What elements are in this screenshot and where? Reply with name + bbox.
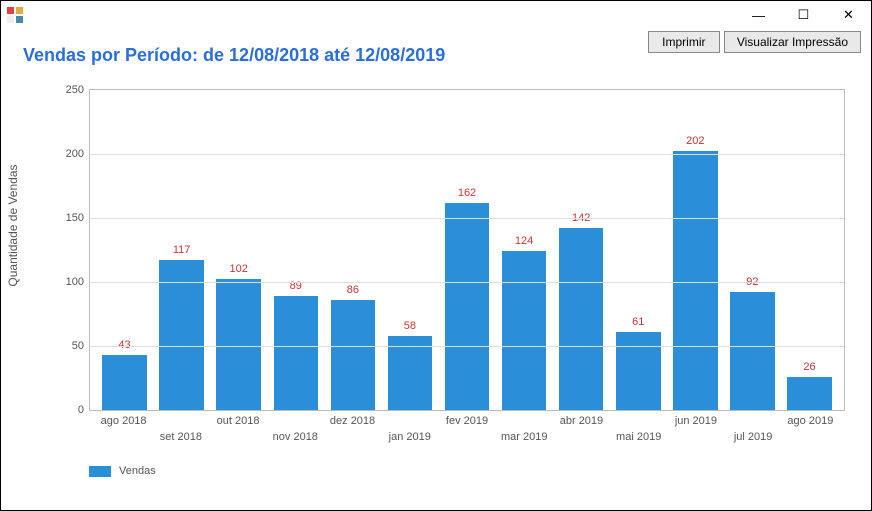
bar-slot: 124 <box>496 90 553 410</box>
window-titlebar: — ☐ ✕ <box>1 1 871 29</box>
print-button[interactable]: Imprimir <box>648 31 720 53</box>
x-axis-labels: ago 2018 set 2018 out 2018 nov 2018 dez 2018… <box>89 413 845 453</box>
x-tick-label: jan 2019 <box>389 431 431 443</box>
x-tick-label: mai 2019 <box>616 431 661 443</box>
bar-slot: 61 <box>610 90 667 410</box>
x-tick-label: fev 2019 <box>446 415 488 427</box>
y-tick-label: 200 <box>66 148 90 160</box>
bar-slot: 86 <box>324 90 381 410</box>
x-tick-label: out 2018 <box>217 415 260 427</box>
bar-slot: 102 <box>210 90 267 410</box>
bar: 102 <box>216 279 261 410</box>
bar-slot: 58 <box>381 90 438 410</box>
y-tick-label: 150 <box>66 212 90 224</box>
bar-slot: 92 <box>724 90 781 410</box>
bar-slot: 162 <box>438 90 495 410</box>
x-tick-label: ago 2018 <box>101 415 147 427</box>
bar: 89 <box>274 296 319 410</box>
x-tick-label: set 2018 <box>160 431 202 443</box>
y-tick-label: 250 <box>66 84 90 96</box>
sales-chart: Quantidade de Vendas 4311710289865816212… <box>19 79 855 497</box>
x-tick-label: jun 2019 <box>675 415 717 427</box>
chart-legend: Vendas <box>89 465 156 477</box>
grid-line <box>90 282 844 283</box>
close-button[interactable]: ✕ <box>826 1 871 29</box>
bar-slot: 26 <box>781 90 838 410</box>
y-tick-label: 100 <box>66 276 90 288</box>
minimize-button[interactable]: — <box>736 1 781 29</box>
bar: 162 <box>445 203 490 410</box>
bar-slot: 43 <box>96 90 153 410</box>
grid-line <box>90 154 844 155</box>
y-axis-label: Quantidade de Vendas <box>6 164 20 286</box>
bar-slot: 117 <box>153 90 210 410</box>
chart-bars: 43117102898658162124142612029226 <box>90 90 844 410</box>
x-tick-label: jul 2019 <box>734 431 773 443</box>
bar-value-label: 102 <box>230 263 248 275</box>
bar-value-label: 86 <box>347 284 359 296</box>
bar: 202 <box>673 151 718 410</box>
x-tick-label: ago 2019 <box>787 415 833 427</box>
legend-label: Vendas <box>119 465 156 477</box>
grid-line <box>90 218 844 219</box>
bar: 92 <box>730 292 775 410</box>
bar-slot: 142 <box>553 90 610 410</box>
bar-value-label: 162 <box>458 187 476 199</box>
window-controls: — ☐ ✕ <box>736 1 871 29</box>
print-preview-button[interactable]: Visualizar Impressão <box>724 31 861 53</box>
grid-line <box>90 346 844 347</box>
x-tick-label: nov 2018 <box>273 431 318 443</box>
bar-slot: 89 <box>267 90 324 410</box>
bar: 26 <box>787 377 832 410</box>
y-tick-label: 50 <box>72 340 90 352</box>
page-title: Vendas por Período: de 12/08/2018 até 12… <box>1 43 445 72</box>
x-tick-label: abr 2019 <box>560 415 603 427</box>
bar: 43 <box>102 355 147 410</box>
bar-value-label: 202 <box>686 135 704 147</box>
legend-swatch <box>89 466 111 477</box>
bar-value-label: 61 <box>632 316 644 328</box>
maximize-button[interactable]: ☐ <box>781 1 826 29</box>
bar-value-label: 43 <box>118 339 130 351</box>
x-tick-label: dez 2018 <box>330 415 375 427</box>
bar-value-label: 58 <box>404 320 416 332</box>
bar: 124 <box>502 251 547 410</box>
bar-slot: 202 <box>667 90 724 410</box>
x-tick-label: mar 2019 <box>501 431 547 443</box>
app-icon <box>7 7 23 23</box>
bar: 86 <box>331 300 376 410</box>
bar-value-label: 26 <box>803 361 815 373</box>
bar: 61 <box>616 332 661 410</box>
chart-plot-area: 43117102898658162124142612029226 0501001… <box>89 89 845 411</box>
bar-value-label: 117 <box>173 244 191 256</box>
bar-value-label: 124 <box>515 235 533 247</box>
bar: 142 <box>559 228 604 410</box>
